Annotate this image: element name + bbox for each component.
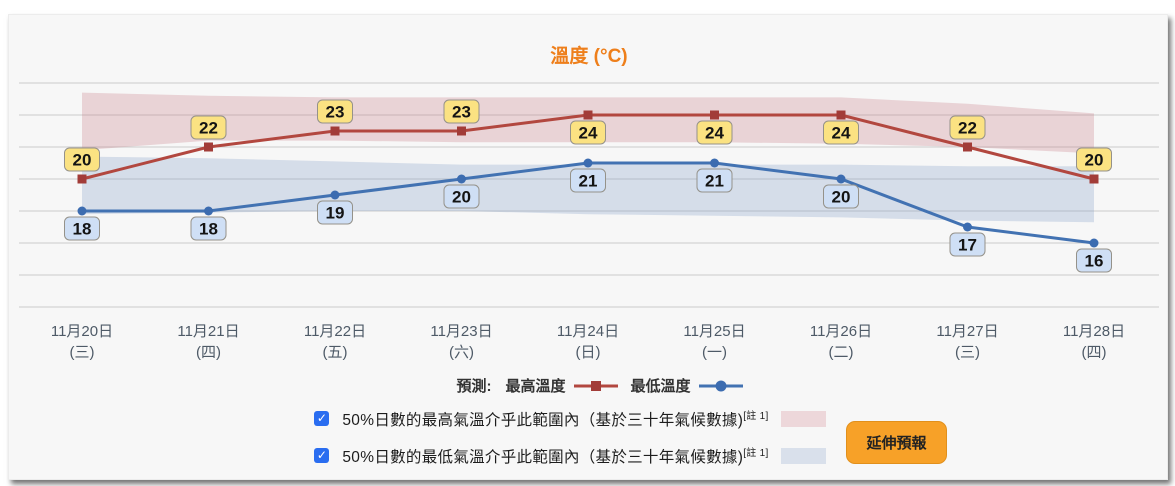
min-band-note-ref[interactable]: [註 1] <box>743 448 769 460</box>
max-temp-value-label-box <box>823 120 859 145</box>
legend-min-label: 最低溫度 <box>630 378 691 395</box>
max-temp-point <box>583 110 593 120</box>
x-axis-label: 11月20日 (三) <box>50 323 114 361</box>
max-temp-value-label: 24 <box>832 124 851 143</box>
min-temp-value-label: 17 <box>958 236 977 255</box>
min-temp-legend-marker <box>698 380 743 391</box>
max-temp-value-label-box <box>570 120 606 145</box>
x-axis-label: 11月24日 (日) <box>556 323 620 361</box>
max-band-note-ref[interactable]: [註 1] <box>743 411 769 422</box>
min-temp-point <box>1089 238 1099 248</box>
min-temp-point <box>457 174 466 184</box>
max-band-row: ✓ 50%日數的最高氣溫介乎此範圍內（基於三十年氣候數據)[註 1] <box>314 407 826 430</box>
min-temp-value-label: 20 <box>452 188 471 207</box>
max-temp-value-label-box <box>443 99 480 124</box>
x-axis-label: 11月25日 (一) <box>683 323 746 361</box>
max-temp-value-label: 22 <box>958 119 977 138</box>
max-temp-value-label: 20 <box>73 151 92 170</box>
extended-forecast-button[interactable]: 延伸預報 <box>846 421 947 464</box>
min-temp-value-label-box <box>949 232 986 257</box>
min-temp-point <box>330 190 340 200</box>
legend-prefix: 預測: <box>456 378 492 395</box>
x-axis-label: 11月26日 (二) <box>809 323 873 361</box>
min-band-label: 50%日數的最低氣溫介乎此範圍內（基於三十年氣候數據)[註 1] <box>342 448 769 467</box>
max-temp-value-label: 24 <box>705 124 724 143</box>
x-axis-label: 11月21日 (四) <box>177 323 240 361</box>
min-temp-value-label: 19 <box>326 204 345 223</box>
max-band-swatch <box>780 410 826 427</box>
max-temp-point <box>710 110 719 120</box>
min-temp-point <box>963 222 972 232</box>
max-temp-value-label-box <box>317 99 353 124</box>
max-temp-point <box>77 174 87 184</box>
band-controls: ✓ 50%日數的最高氣溫介乎此範圍內（基於三十年氣候數據)[註 1] ✓ 50%… <box>9 407 1167 467</box>
temperature-chart: 20 22 23 23 24 24 24 22 20 18 18 19 20 21 21 20 17 16 溫度 … <box>9 15 1169 361</box>
max-temp-value-label: 22 <box>199 119 218 138</box>
min-temp-point <box>204 206 213 216</box>
min-temp-value-label: 16 <box>1085 252 1104 271</box>
max-temp-value-label: 23 <box>326 103 345 122</box>
min-temp-value-label-box <box>1076 248 1112 273</box>
legend-max-label: 最高溫度 <box>505 378 566 395</box>
max-temp-value-label: 20 <box>1085 151 1104 170</box>
max-temp-value-label-box <box>64 147 100 172</box>
max-temp-value-label-box <box>1076 147 1112 172</box>
forecast-card: 20 22 23 23 24 24 24 22 20 18 18 19 20 21 21 20 17 16 溫度 … <box>8 14 1168 480</box>
max-band-checkbox[interactable]: ✓ <box>314 411 330 427</box>
min-temp-value-label: 18 <box>73 220 92 239</box>
max-band-label: 50%日數的最高氣溫介乎此範圍內（基於三十年氣候數據)[註 1] <box>342 411 769 430</box>
x-axis-label: 11月28日 (四) <box>1062 323 1126 361</box>
min-temp-value-label-box <box>64 216 100 241</box>
min-temp-value-label-box <box>696 168 733 193</box>
max-temp-value-label: 24 <box>579 124 598 143</box>
min-temp-value-label-box <box>443 184 480 209</box>
max-temp-point <box>1089 174 1099 184</box>
chart-legend: 預測: 最高溫度 最低溫度 <box>9 375 1167 396</box>
x-axis-label: 11月23日 (六) <box>430 323 493 361</box>
chart-canvas: 20 22 23 23 24 24 24 22 20 18 18 19 20 21 21 20 17 16 <box>19 82 1159 308</box>
min-temp-value-label: 21 <box>705 172 724 191</box>
max-temp-value-label-box <box>949 115 986 140</box>
max-temp-point <box>963 142 972 152</box>
min-band-checkbox[interactable]: ✓ <box>314 448 330 464</box>
min-temp-value-label: 20 <box>832 188 851 207</box>
min-temp-value-label: 18 <box>199 220 218 239</box>
min-band-row: ✓ 50%日數的最低氣溫介乎此範圍內（基於三十年氣候數據)[註 1] <box>314 444 826 467</box>
min-temp-value-label-box <box>190 216 227 241</box>
min-band-swatch <box>780 447 826 464</box>
max-temp-point <box>204 142 213 152</box>
max-temp-value-label-box <box>190 115 227 140</box>
x-axis-label: 11月27日 (三) <box>936 323 999 361</box>
min-temp-value-label-box <box>570 168 606 193</box>
max-temp-point <box>330 126 340 136</box>
chart-title: 溫度 (°C) <box>550 46 628 67</box>
max-temp-value-label-box <box>696 120 733 145</box>
max-temp-legend-marker <box>573 380 618 391</box>
min-temp-point <box>583 158 593 168</box>
max-temp-value-label: 23 <box>452 103 471 122</box>
min-temp-point <box>836 174 846 184</box>
min-temp-point <box>710 158 719 168</box>
max-temp-point <box>457 126 466 136</box>
min-temp-value-label-box <box>317 200 353 225</box>
max-temp-point <box>836 110 846 120</box>
min-temp-value-label-box <box>823 184 859 209</box>
min-temp-point <box>77 206 87 216</box>
x-axis: 11月20日 (三) 11月21日 (四) 11月22日 (五) 11月23日 (六) 11月2… <box>9 315 1169 361</box>
min-temp-value-label: 21 <box>579 172 598 191</box>
x-axis-label: 11月22日 (五) <box>303 323 367 361</box>
